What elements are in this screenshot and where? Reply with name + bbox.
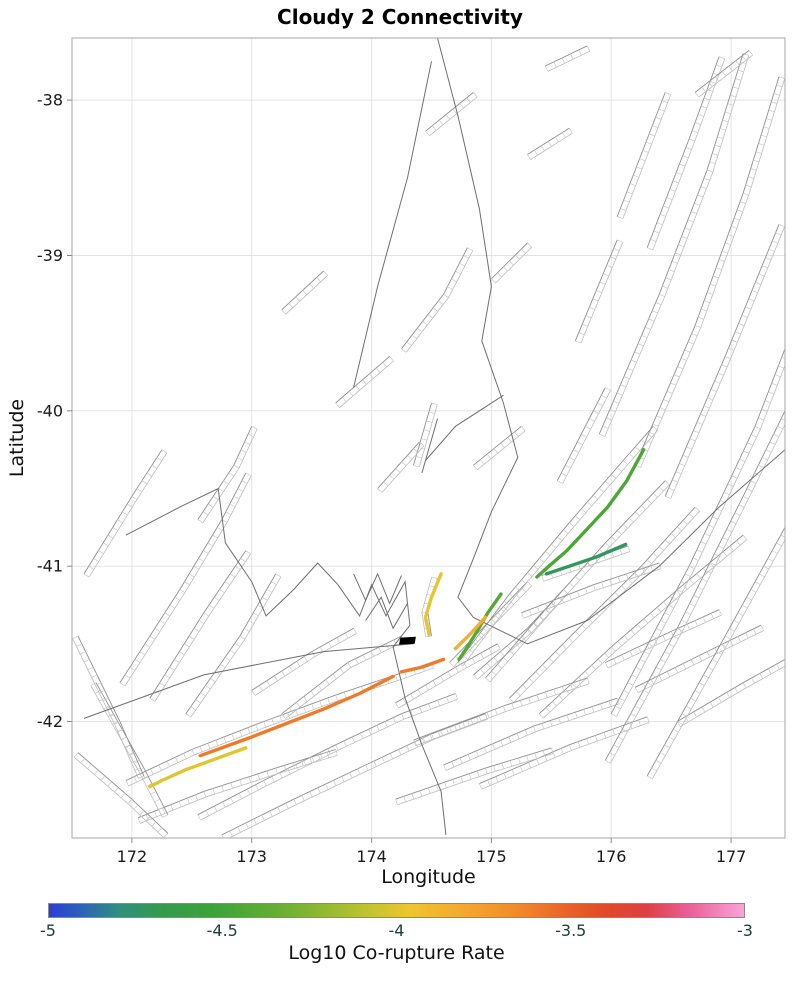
x-tick-label: 177 [716, 847, 747, 866]
coastline [473, 449, 785, 645]
fault-trace [491, 242, 532, 284]
fault-trace [473, 589, 568, 680]
y-tick-label: -42 [37, 712, 63, 731]
colorbar-tick-label: -4.5 [206, 921, 238, 940]
fault-trace [527, 127, 573, 160]
fault-trace [604, 410, 785, 764]
fault-trace [395, 643, 501, 709]
colorbar-tick-label: -3 [737, 921, 753, 940]
x-tick-label: 174 [356, 847, 387, 866]
fault-trace [646, 527, 785, 780]
fault-trace [556, 387, 611, 484]
x-tick-label: 172 [117, 847, 148, 866]
fault-trace [281, 270, 328, 315]
fault-trace [538, 534, 748, 719]
coastline [353, 61, 432, 388]
fault-trace [72, 635, 145, 779]
fault-trace [485, 480, 670, 683]
fault-trace [197, 425, 258, 524]
fault-trace [443, 697, 620, 771]
fault-trace [473, 425, 526, 471]
x-tick-label: 175 [476, 847, 507, 866]
fault-trace [197, 693, 458, 821]
fault-trace [676, 659, 785, 728]
fault-trace [457, 426, 659, 667]
y-tick-label: -40 [37, 401, 63, 420]
coastline [437, 38, 519, 618]
fault-trace [610, 348, 785, 717]
fault-trace [185, 573, 282, 718]
fault-trace [664, 224, 785, 499]
colorbar-tick-label: -4 [388, 921, 405, 940]
plot-frame [71, 37, 786, 839]
coastline [421, 418, 438, 474]
colorbar-tick-labels: -5 -4.5 -4 -3.5 -3 [40, 921, 753, 941]
coastline [83, 643, 414, 719]
fault-trace [598, 53, 750, 437]
fault-trace [149, 550, 252, 702]
colorbar-label: Log10 Co-rupture Rate [288, 942, 505, 964]
colorbar-gradient [48, 903, 745, 918]
fault-trace [634, 624, 765, 694]
fault-trace [395, 747, 554, 806]
map-content [72, 38, 785, 838]
fault-trace [604, 609, 722, 669]
y-tick-label: -39 [37, 246, 63, 265]
rupture-segment [423, 572, 443, 637]
coastline [353, 572, 402, 605]
y-tick-label: -38 [37, 91, 63, 110]
fault-trace [509, 506, 700, 703]
fault-trace [521, 562, 662, 619]
rupture-segment [535, 448, 646, 579]
fault-trace [413, 402, 438, 468]
gridlines [72, 38, 785, 838]
coastline [425, 394, 504, 461]
fault-trace [251, 627, 357, 696]
y-tick-label: -41 [37, 557, 63, 576]
chart-title: Cloudy 2 Connectivity [277, 5, 523, 29]
colorbar-tick-label: -3.5 [555, 921, 587, 940]
fault-trace [401, 247, 474, 353]
fault-trace [479, 716, 650, 790]
rupture-segment [453, 615, 488, 651]
fault-trace [119, 472, 252, 687]
coastline [125, 487, 447, 835]
fault-trace [634, 76, 785, 468]
fault-trace [544, 45, 591, 72]
fault-trace [83, 449, 168, 578]
fault-trace [646, 56, 726, 251]
fault-trace [541, 545, 631, 582]
fault-trace [281, 635, 405, 719]
x-tick-label: 176 [596, 847, 627, 866]
fault-trace [694, 50, 753, 98]
rupture-segment [544, 542, 628, 576]
rupture-segment [399, 657, 446, 674]
fault-trace [335, 356, 394, 408]
fault-trace [73, 752, 169, 838]
x-axis-label: Longitude [381, 866, 476, 888]
fault-trace [377, 441, 425, 493]
black-rectangle-marker [399, 636, 416, 645]
colorbar-tick-label: -5 [40, 921, 56, 940]
rupture-segment [148, 746, 248, 789]
fault-trace [137, 749, 338, 824]
fault-trace [413, 677, 590, 747]
fault-trace [425, 92, 478, 137]
coastline [365, 596, 408, 630]
rupture-segment [198, 674, 395, 758]
fault-trace [616, 92, 672, 220]
x-tick-label: 173 [236, 847, 267, 866]
rupture-segment [457, 592, 503, 662]
fault-trace [574, 239, 624, 344]
